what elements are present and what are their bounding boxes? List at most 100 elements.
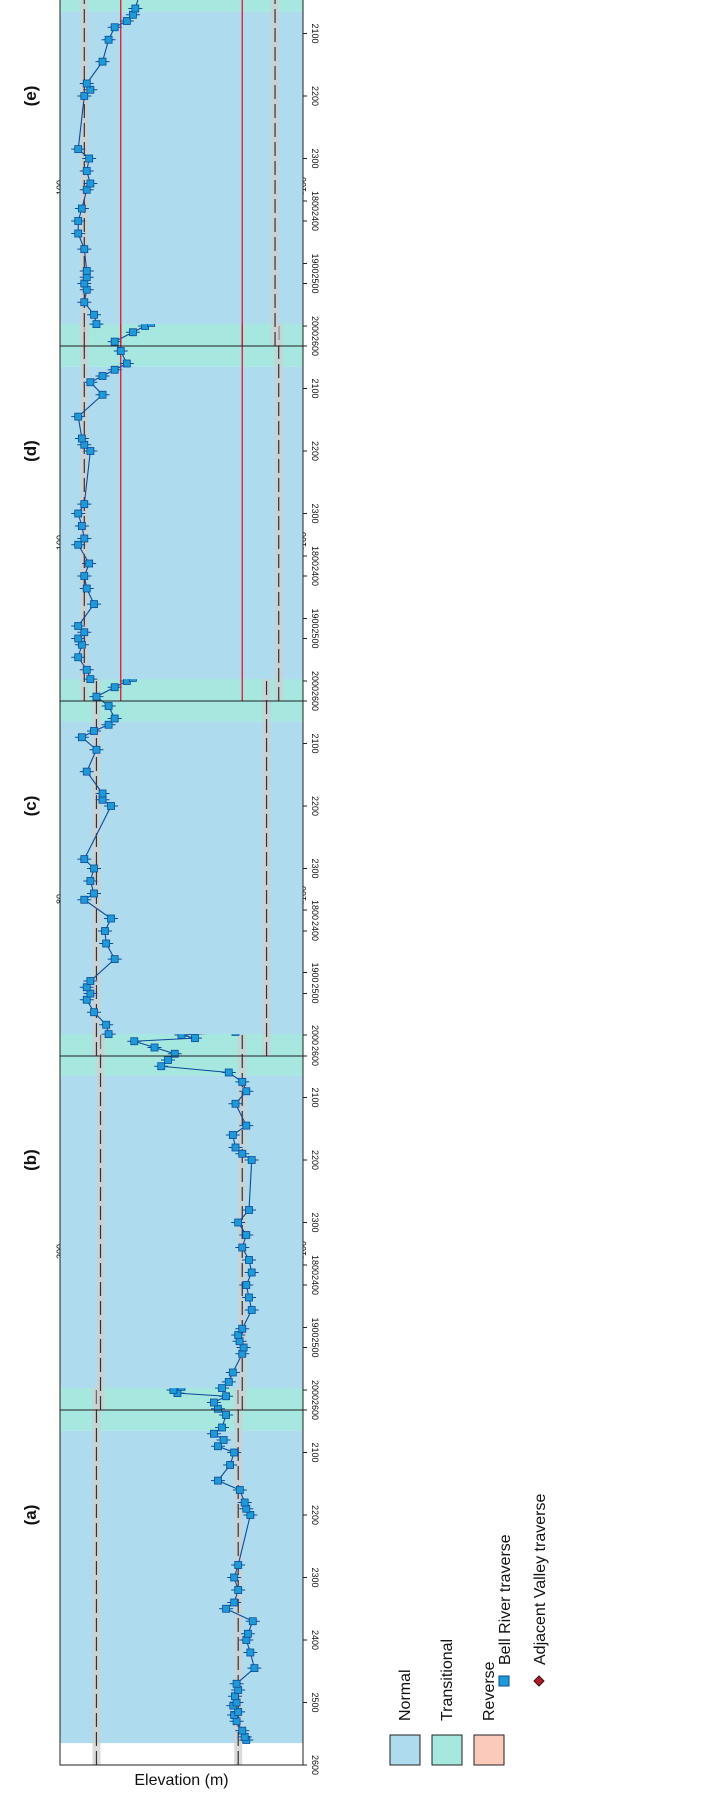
bell-river-point xyxy=(242,1231,251,1239)
bell-river-point xyxy=(209,1429,218,1438)
bell-river-point xyxy=(242,1087,251,1096)
bell-river-point xyxy=(86,877,95,885)
bell-river-point xyxy=(80,92,89,100)
bell-river-point xyxy=(98,372,107,380)
elevation-tick-label: 2600 xyxy=(310,1755,320,1775)
bell-river-point xyxy=(131,4,140,13)
bell-river-point xyxy=(102,1020,111,1029)
elevation-tick-label: 2200 xyxy=(310,1150,320,1170)
elevation-tick-label: 2200 xyxy=(310,796,320,816)
bell-river-point xyxy=(74,217,83,225)
y-axis-label: Elevation (m) xyxy=(134,1772,228,1789)
bell-river-point xyxy=(242,1281,251,1289)
bell-river-point xyxy=(150,1043,159,1052)
elevation-tick-label: 1800 xyxy=(310,900,320,920)
bell-river-point xyxy=(228,1131,237,1139)
bell-river-point xyxy=(116,347,125,355)
bell-river-point xyxy=(235,1486,244,1494)
bell-river-point xyxy=(74,509,83,518)
elevation-tick-label: 2200 xyxy=(310,1505,320,1525)
elevation-tick-label: 1800 xyxy=(310,546,320,566)
elevation-tick-label: 2300 xyxy=(310,1567,320,1587)
bell-river-point xyxy=(239,1343,248,1352)
bell-river-point xyxy=(230,1598,239,1607)
bell-river-point xyxy=(222,1604,230,1613)
bell-river-point xyxy=(80,298,89,307)
bell-river-point xyxy=(222,1392,230,1401)
elevation-tick-label: 2000 xyxy=(310,1380,320,1400)
elevation-tick-label: 2000 xyxy=(310,671,320,691)
elevation-tick-label: 1900 xyxy=(310,608,320,628)
bell-river-point xyxy=(90,864,98,873)
bell-river-point xyxy=(90,727,98,735)
bell-river-point xyxy=(157,1062,166,1071)
bell-river-point xyxy=(77,733,86,742)
elevation-tick-label: 2300 xyxy=(310,1212,320,1232)
elevation-tick-label: 1800 xyxy=(310,191,320,211)
elevation-tick-label: 1900 xyxy=(310,1317,320,1337)
bell-river-point xyxy=(80,855,89,864)
bell-river-point xyxy=(222,1411,230,1419)
elevation-tick-label: 2000 xyxy=(310,1025,320,1045)
bell-river-point xyxy=(232,1679,241,1688)
normal-zone xyxy=(60,366,303,680)
bell-river-point xyxy=(231,1099,240,1108)
elevation-tick-label: 2200 xyxy=(310,86,320,106)
bell-river-point xyxy=(231,1143,240,1152)
bell-river-point xyxy=(74,653,83,662)
normal-zone xyxy=(60,721,303,1035)
bell-river-point xyxy=(226,1461,235,1469)
bell-river-point xyxy=(122,17,131,25)
bell-river-point xyxy=(247,1268,256,1277)
bell-river-point xyxy=(74,229,83,238)
elevation-tick-label: 2600 xyxy=(310,1046,320,1066)
elevation-tick-label: 2100 xyxy=(310,378,320,398)
transitional-legend-swatch xyxy=(431,1734,463,1766)
bell-river-point xyxy=(234,1331,243,1339)
bell-river-point xyxy=(86,378,95,387)
bell-river-point xyxy=(82,584,91,593)
bell-river-point xyxy=(107,802,115,810)
bell-river-point xyxy=(244,1629,252,1638)
bell-river-point xyxy=(74,145,83,154)
bell-river-point xyxy=(80,895,89,904)
reverse-legend-label: Reverse xyxy=(481,1661,498,1721)
bell-river-point xyxy=(107,914,115,923)
bell-river-point xyxy=(246,1648,255,1657)
bell-river-point xyxy=(234,1586,243,1594)
bell-river-point xyxy=(248,1617,257,1626)
bell-river-point xyxy=(164,1056,172,1064)
bell-river-point xyxy=(110,337,119,346)
bell-river-point xyxy=(82,665,91,674)
panel-label: (c) xyxy=(21,796,40,817)
elevation-tick-label: 2300 xyxy=(310,503,320,523)
bell-river-point xyxy=(86,977,95,985)
bell-river-point xyxy=(246,1511,255,1519)
bell-river-point xyxy=(234,1707,243,1716)
bell-river-point xyxy=(230,1448,239,1457)
bell-river-point xyxy=(82,267,91,275)
bell-river-point xyxy=(224,1377,233,1386)
bell-river-point xyxy=(191,1034,199,1043)
bell-river-point xyxy=(245,1293,253,1302)
bell-river-point xyxy=(90,889,98,898)
bell-river-point xyxy=(104,720,113,729)
bell-river-point xyxy=(80,628,89,637)
bell-river-point xyxy=(101,927,109,935)
bell-river-point xyxy=(92,692,101,701)
bell-river-point xyxy=(90,600,98,609)
elevation-tick-label: 2500 xyxy=(310,628,320,648)
bell-river-point xyxy=(238,1077,247,1086)
bell-river-point xyxy=(86,179,95,188)
bell-river-point xyxy=(218,1423,226,1432)
bell-river-point xyxy=(74,634,83,643)
elevation-tick-label: 2500 xyxy=(310,1692,320,1712)
elevation-tick-label: 2000 xyxy=(310,316,320,336)
panel-label: (d) xyxy=(21,440,40,462)
elevation-tick-label: 1900 xyxy=(310,962,320,982)
bell-river-point xyxy=(86,447,95,455)
bell-river-point xyxy=(85,559,94,568)
panel-label: (a) xyxy=(21,1505,40,1526)
